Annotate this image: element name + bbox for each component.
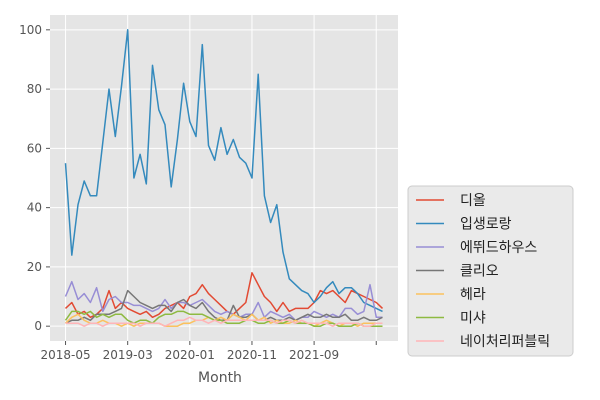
- legend-label: 네이처리퍼블릭: [460, 334, 550, 350]
- legend-label: 입생로랑: [460, 217, 512, 233]
- x-axis-label: Month: [198, 370, 242, 386]
- series-line-5: [64, 313, 383, 327]
- y-tick-label: 100: [19, 23, 42, 37]
- legend-label: 미샤: [460, 311, 486, 327]
- series-line-7: [65, 316, 383, 327]
- plot-background: [50, 15, 398, 341]
- x-tick-label: 2020-01: [165, 348, 215, 362]
- legend-label: 디올: [460, 193, 486, 209]
- y-tick-label: 40: [27, 201, 42, 215]
- y-axis-ticks: 0 20 40 60 80 100: [19, 23, 50, 333]
- y-tick-label: 0: [34, 319, 42, 333]
- y-tick-label: 60: [27, 141, 42, 155]
- series-line-2: [64, 29, 383, 313]
- legend-label: 헤라: [460, 287, 486, 303]
- legend-box: [407, 185, 574, 357]
- y-tick-label: 80: [27, 82, 42, 96]
- legend-label: 에뛰드하우스: [460, 240, 537, 256]
- y-tick-label: 20: [27, 260, 42, 274]
- x-tick-label: 2021-09: [289, 348, 339, 362]
- series-lines: [64, 29, 384, 327]
- x-tick-label: 2019-03: [103, 348, 153, 362]
- series-line-4: [65, 289, 383, 324]
- x-tick-label: 2020-11: [227, 348, 277, 362]
- x-tick-label: 2018-05: [40, 348, 90, 362]
- legend-label: 클리오: [460, 264, 499, 280]
- series-line-1: [64, 272, 384, 319]
- x-axis-ticks: 2018-05 2019-03 2020-01 2020-11 2021-09: [40, 341, 377, 362]
- gridlines: [50, 15, 398, 341]
